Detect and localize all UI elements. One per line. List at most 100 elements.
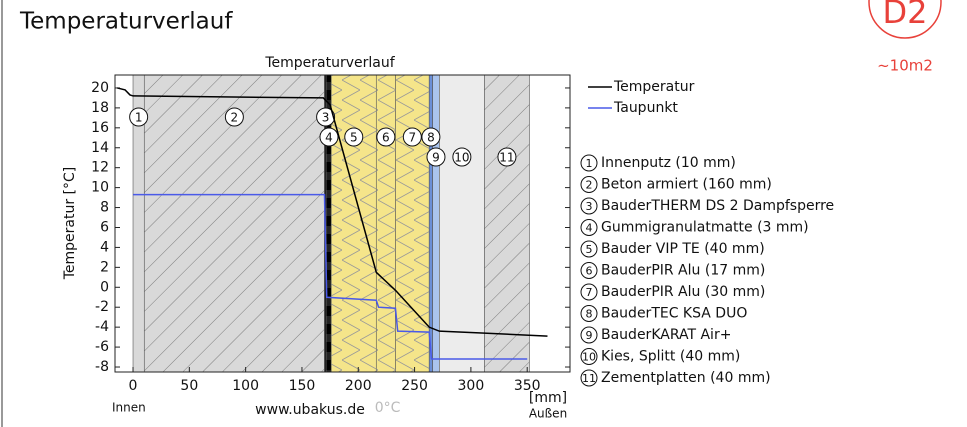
x-tick-label: 150 xyxy=(289,378,316,394)
layer xyxy=(439,74,485,373)
series-line xyxy=(133,193,528,360)
layer-number: 3 xyxy=(322,111,330,125)
layer-marker xyxy=(316,107,336,127)
list-number: 11 xyxy=(582,372,596,385)
layer-pattern xyxy=(326,75,332,372)
layer xyxy=(432,74,440,373)
layer-marker xyxy=(376,127,396,147)
list-number: 7 xyxy=(586,286,593,299)
list-number: 1 xyxy=(586,157,593,170)
list-name: Zementplatten (40 mm) xyxy=(601,370,771,386)
list-name: Beton armiert (160 mm) xyxy=(601,177,772,193)
list-name: Kies, Splitt (40 mm) xyxy=(601,349,740,365)
list-number: 5 xyxy=(586,243,593,256)
list-marker xyxy=(580,326,598,344)
list-number: 9 xyxy=(586,329,593,342)
list-name: BauderPIR Alu (17 mm) xyxy=(601,263,765,279)
badge: D2 xyxy=(883,0,928,31)
layer-pattern xyxy=(395,75,430,372)
list-name: Innenputz (10 mm) xyxy=(601,155,736,171)
list-number: 6 xyxy=(586,265,593,278)
chart-title: Temperaturverlauf xyxy=(264,55,395,71)
list-marker xyxy=(580,369,598,387)
y-tick-label: 18 xyxy=(91,100,109,116)
badge-note: ~10m2 xyxy=(877,57,933,75)
plot-frame xyxy=(114,74,571,373)
layer-marker xyxy=(421,127,441,147)
layer-marker xyxy=(129,107,149,127)
list-number: 2 xyxy=(586,179,593,192)
x-tick-label: 200 xyxy=(345,378,372,394)
list-marker xyxy=(580,197,598,215)
y-tick-label: -6 xyxy=(95,339,109,355)
layer-number: 8 xyxy=(427,131,435,145)
list-number: 8 xyxy=(586,308,593,321)
list-name: BauderKARAT Air+ xyxy=(601,327,731,343)
y-tick-label: 8 xyxy=(100,200,109,216)
layer-marker xyxy=(402,127,422,147)
list-marker xyxy=(580,176,598,193)
series-line xyxy=(117,87,548,337)
y-tick-label: 20 xyxy=(91,80,109,96)
y-tick-label: 12 xyxy=(91,160,109,176)
y-tick-label: 10 xyxy=(91,180,109,196)
y-tick-label: -2 xyxy=(95,299,109,315)
layer-number: 10 xyxy=(454,151,469,165)
x-tick-label: 300 xyxy=(458,378,485,394)
layer-marker xyxy=(319,127,339,147)
badge-circle xyxy=(868,0,942,39)
y-tick-label: 0 xyxy=(100,279,109,295)
x-tick-label: 50 xyxy=(180,378,198,394)
legend-label: Taupunkt xyxy=(613,100,678,116)
layer-pattern xyxy=(484,75,530,372)
layer-marker xyxy=(452,147,472,167)
x-tick-label: 0 xyxy=(129,378,138,394)
layer-number: 1 xyxy=(135,111,143,125)
layer-number: 2 xyxy=(231,111,239,125)
list-name: Gummigranulatmatte (3 mm) xyxy=(601,220,809,236)
list-marker xyxy=(580,348,598,365)
list-number: 3 xyxy=(586,200,593,213)
layer-number: 5 xyxy=(350,131,358,145)
layer-number: 7 xyxy=(409,131,417,145)
outside-label: Außen xyxy=(529,407,567,421)
y-axis-label: Temperatur [°C] xyxy=(62,167,78,281)
layer-pattern xyxy=(376,75,396,372)
list-marker xyxy=(580,240,598,258)
layer-number: 11 xyxy=(499,151,514,165)
list-number: 4 xyxy=(586,222,593,235)
list-marker xyxy=(580,154,598,172)
list-name: BauderPIR Alu (30 mm) xyxy=(601,284,765,300)
layer-marker xyxy=(224,107,244,127)
y-tick-label: -4 xyxy=(95,319,109,335)
legend-label: Temperatur xyxy=(613,79,695,95)
y-tick-label: 16 xyxy=(91,120,109,136)
y-tick-label: 6 xyxy=(100,219,109,235)
x-tick-label: 350 xyxy=(514,378,541,394)
list-marker xyxy=(580,219,598,236)
layer-marker xyxy=(497,147,517,167)
x-tick-label: 100 xyxy=(232,378,259,394)
list-name: BauderTEC KSA DUO xyxy=(601,306,747,322)
list-name: Bauder VIP TE (40 mm) xyxy=(601,241,765,257)
y-tick-label: 14 xyxy=(91,140,109,156)
x-tick-label: 250 xyxy=(401,378,428,394)
list-marker xyxy=(580,305,598,322)
zero-label: 0°C xyxy=(375,400,401,416)
layer-marker xyxy=(426,147,446,167)
inside-label: Innen xyxy=(112,401,146,415)
y-tick-label: 4 xyxy=(100,239,109,255)
layer-pattern xyxy=(331,75,377,372)
layer-marker xyxy=(344,127,364,147)
x-axis-label: [mm] xyxy=(529,390,567,406)
list-marker xyxy=(580,283,598,301)
list-name: BauderTHERM DS 2 Dampfsperre xyxy=(601,198,834,214)
y-tick-label: -8 xyxy=(95,359,109,375)
source: www.ubakus.de xyxy=(255,402,365,418)
page-title: Temperaturverlauf xyxy=(19,9,233,35)
list-number: 10 xyxy=(582,351,596,364)
layer-number: 4 xyxy=(325,131,333,145)
y-tick-label: 2 xyxy=(100,259,109,275)
